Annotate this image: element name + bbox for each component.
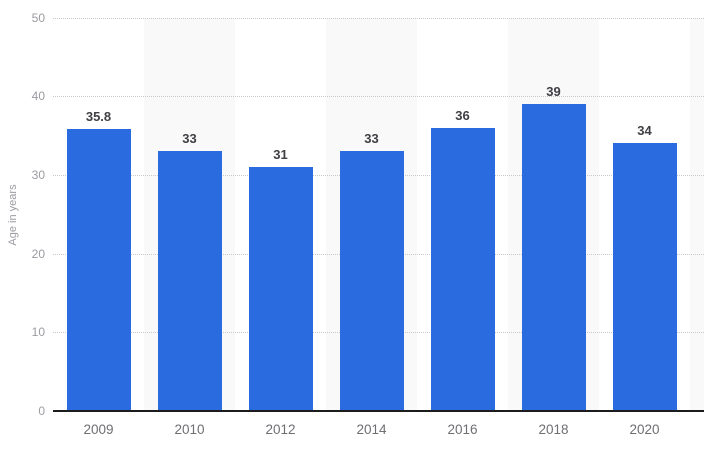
x-axis-tick-label: 2014 <box>356 422 387 437</box>
y-axis-tick-label: 50 <box>31 10 45 25</box>
x-axis-tick-label: 2012 <box>265 422 296 437</box>
x-axis-tick-label: 2009 <box>83 422 114 437</box>
y-axis-tick-label: 40 <box>31 89 45 104</box>
y-axis-tick-label: 10 <box>31 325 45 340</box>
y-axis-tick-label: 30 <box>31 167 45 182</box>
gridline <box>53 96 704 98</box>
bar-value-label: 31 <box>273 147 288 163</box>
y-axis-tick-label: 0 <box>38 404 45 418</box>
y-axis-title: Age in years <box>7 184 19 246</box>
bar-value-label: 33 <box>182 131 197 147</box>
bar-value-label: 35.8 <box>85 109 112 125</box>
gridline <box>53 17 704 19</box>
bar <box>66 129 131 411</box>
bar-value-label: 34 <box>637 123 652 139</box>
x-axis-line <box>53 410 704 412</box>
bar <box>430 127 495 411</box>
bar <box>521 104 586 411</box>
y-axis-tick-label: 20 <box>31 246 45 261</box>
column-background-band <box>690 17 704 411</box>
x-axis-tick-label: 2018 <box>538 422 569 437</box>
bar-value-label: 36 <box>455 107 470 123</box>
x-axis-tick-label: 2010 <box>174 422 205 437</box>
x-axis-tick-label: 2016 <box>447 422 478 437</box>
bar <box>612 143 677 411</box>
bar-value-label: 33 <box>364 131 379 147</box>
x-axis-tick-label: 2020 <box>629 422 660 437</box>
bar <box>339 151 404 411</box>
bar-value-label: 39 <box>546 84 561 100</box>
bar <box>248 167 313 411</box>
bar <box>157 151 222 411</box>
